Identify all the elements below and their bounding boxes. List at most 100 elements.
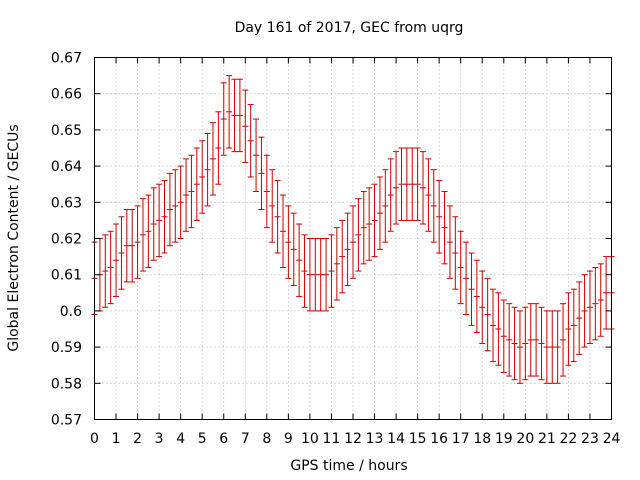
error-bar xyxy=(360,190,367,265)
y-tick-label: 0.57 xyxy=(51,413,82,429)
error-bar xyxy=(145,194,152,268)
error-bar xyxy=(554,310,561,384)
error-bar xyxy=(479,270,486,344)
error-bar xyxy=(226,75,233,149)
error-bar xyxy=(188,154,195,229)
x-tick-labels: 0 1 2 3 4 5 6 7 8 9 10 11 12 13 14 15 16 17 18 19 20 21 22 23 24 xyxy=(90,431,620,447)
x-tick-label: 15 xyxy=(409,431,427,447)
error-bar xyxy=(231,78,238,153)
error-bar xyxy=(398,147,405,221)
error-bar xyxy=(242,89,249,163)
error-bar xyxy=(193,147,200,221)
error-bar xyxy=(538,306,545,381)
error-bar xyxy=(350,205,356,279)
x-tick-label: 14 xyxy=(387,431,405,447)
error-bar xyxy=(312,238,319,312)
error-bar xyxy=(204,133,211,207)
y-tick-label: 0.58 xyxy=(51,376,82,392)
error-bar xyxy=(436,180,443,254)
y-tick-label: 0.63 xyxy=(51,195,82,211)
error-bar xyxy=(118,216,125,290)
error-bar xyxy=(495,292,502,366)
error-bar xyxy=(366,187,373,261)
error-bar xyxy=(290,212,297,287)
error-bars xyxy=(91,75,615,384)
error-bar xyxy=(506,303,513,377)
error-bar xyxy=(139,198,146,272)
error-bar xyxy=(279,194,286,268)
x-tick-label: 4 xyxy=(176,431,185,447)
x-tick-label: 1 xyxy=(112,431,121,447)
error-bar xyxy=(570,288,577,363)
error-bar xyxy=(581,274,588,348)
x-tick-label: 7 xyxy=(241,431,250,447)
error-bar xyxy=(409,147,416,221)
error-bar xyxy=(586,270,593,344)
x-tick-label: 18 xyxy=(473,431,491,447)
error-bar xyxy=(522,306,529,381)
error-bar xyxy=(285,205,292,279)
x-tick-label: 6 xyxy=(219,431,228,447)
error-bar xyxy=(355,198,362,272)
x-tick-label: 16 xyxy=(430,431,448,447)
error-bar xyxy=(220,82,227,156)
error-bar xyxy=(446,205,453,279)
error-bar xyxy=(387,158,394,232)
error-bar xyxy=(333,227,340,301)
error-bar xyxy=(236,78,243,153)
error-bar xyxy=(274,180,281,254)
error-bar xyxy=(317,238,324,312)
error-bar xyxy=(603,256,610,330)
error-bar xyxy=(468,252,475,326)
error-bar xyxy=(247,104,254,178)
error-bar xyxy=(296,223,303,297)
x-tick-label: 9 xyxy=(284,431,293,447)
error-bar xyxy=(441,190,448,265)
error-bar xyxy=(516,310,523,384)
y-tick-label: 0.61 xyxy=(51,268,82,284)
error-bar xyxy=(452,216,459,290)
y-tick-label: 0.59 xyxy=(51,340,82,356)
error-bar xyxy=(403,147,410,221)
y-tick-label: 0.65 xyxy=(51,123,82,139)
error-bar xyxy=(430,169,437,243)
error-bar xyxy=(156,183,163,258)
x-tick-label: 23 xyxy=(581,431,599,447)
chart-title: Day 161 of 2017, GEC from uqrg xyxy=(235,20,464,36)
error-bar xyxy=(484,277,491,352)
error-bar xyxy=(339,219,346,294)
error-bar xyxy=(393,151,400,225)
error-bar xyxy=(592,266,599,341)
axis-ticks xyxy=(94,57,612,420)
error-bar xyxy=(129,209,136,283)
error-bar xyxy=(150,187,157,261)
x-axis-label: GPS time / hours xyxy=(290,458,407,474)
error-bar xyxy=(161,180,168,254)
error-bar xyxy=(457,230,464,305)
error-bar xyxy=(113,223,120,297)
error-bar xyxy=(263,154,270,229)
error-bar xyxy=(490,288,497,363)
error-bar xyxy=(166,172,173,247)
x-tick-label: 19 xyxy=(495,431,513,447)
error-bar xyxy=(376,176,383,250)
error-bar xyxy=(414,147,421,221)
x-tick-label: 8 xyxy=(262,431,271,447)
error-bar xyxy=(172,169,179,243)
error-bar xyxy=(269,169,276,243)
error-bar xyxy=(425,158,432,232)
error-bar xyxy=(565,292,572,366)
error-bar xyxy=(511,306,518,381)
error-bar xyxy=(533,303,540,377)
error-bar xyxy=(473,259,480,334)
error-bar xyxy=(183,158,190,232)
error-bar xyxy=(576,281,583,355)
error-bar xyxy=(306,238,313,312)
error-bar xyxy=(463,241,470,316)
y-tick-label: 0.6 xyxy=(60,304,82,320)
y-tick-label: 0.66 xyxy=(51,87,82,103)
y-axis-label: Global Electron Content / GECUs xyxy=(6,124,22,351)
x-tick-label: 20 xyxy=(516,431,534,447)
